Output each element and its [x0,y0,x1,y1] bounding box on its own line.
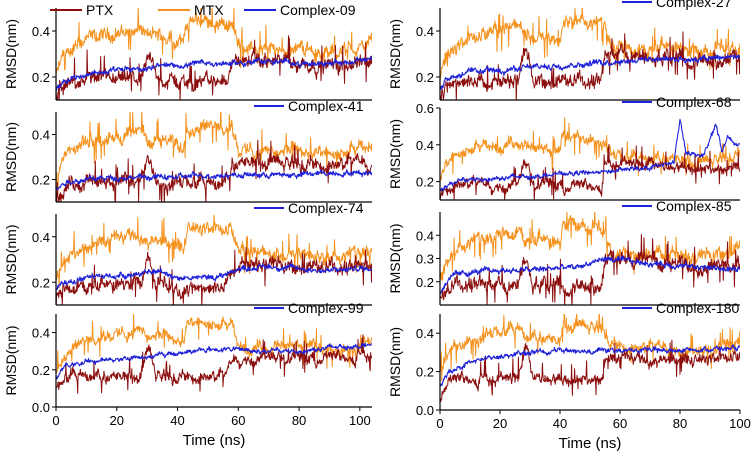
x-tick-label: 100 [349,413,371,428]
y-axis-title: RMSD(nm) [387,327,403,397]
y-tick-label: 0.0 [32,400,50,415]
legend-label-ptx: PTX [86,2,114,18]
y-tick-label: 0.4 [32,230,50,245]
panel-complex-85: 0.2 0.3 0.4 RMSD(nm) Complex-85 [387,198,740,306]
series-line-complex-41 [56,169,372,191]
series-line-complex-99 [56,342,372,380]
y-tick-label: 0.2 [416,365,434,380]
y-tick-label: 0.4 [416,326,434,341]
x-tick-label: 20 [110,413,124,428]
legend-label-complex: Complex-41 [288,98,364,114]
y-tick-label: 0.4 [32,24,50,39]
x-tick-label: 80 [673,416,687,431]
series-line-complex-180 [440,344,740,387]
panels-layer: 0.20.4RMSD(nm)0.20.4RMSD(nm)Complex-410.… [3,0,751,452]
series-line-ptx [440,233,740,305]
series-line-complex-68 [440,118,740,191]
panel-complex-41: 0.2 0.4 RMSD(nm) Complex-41 [3,98,372,203]
top-legend: PTX MTX Complex-09 [50,2,356,18]
y-tick-label: 0.3 [416,252,434,267]
y-tick-label: 0.4 [416,228,434,243]
series-line-mtx [56,112,372,197]
x-axis-title: Time (ns) [183,432,246,449]
series-line-ptx [440,143,740,200]
y-tick-label: 0.0 [416,403,434,418]
panel-complex-74: 0.2 0.4 RMSD(nm) Complex-74 [3,200,372,306]
y-tick-label: 0.4 [32,326,50,341]
x-tick-label: 60 [231,413,245,428]
legend-label-complex: Complex-180 [656,300,739,316]
panel-complex-27: 0.2 0.4 RMSD(nm) Complex-27 [387,0,740,101]
y-tick-label: 0.4 [416,24,434,39]
y-tick-label: 0.2 [32,275,50,290]
y-axis-title: RMSD(nm) [3,122,19,192]
series-line-ptx [56,247,372,305]
series-line-complex-09 [56,55,372,92]
x-tick-label: 20 [493,416,507,431]
series-line-complex-27 [440,54,740,91]
y-axis-title: RMSD(nm) [3,19,19,89]
panel-complex-68: 0.2 0.4 0.6 RMSD(nm) Complex-68 [387,94,740,201]
legend-label-complex: Complex-74 [288,200,364,216]
series-line-mtx [440,117,740,181]
series-group [440,117,740,200]
y-axis-title: RMSD(nm) [3,326,19,396]
legend-label-complex-09: Complex-09 [280,2,356,18]
y-axis-title: RMSD(nm) [387,19,403,89]
x-tick-label: 0 [436,416,443,431]
series-group [56,314,372,394]
series-group [56,112,372,202]
panel-complex-99: 0.0 0.2 0.4 0 20 40 60 80 100 Time (ns) RMSD(nm) Co… [3,300,372,449]
x-tick-label: 100 [729,416,751,431]
series-line-mtx [56,214,372,289]
legend-label-complex: Complex-27 [656,0,732,10]
x-tick-label: 80 [292,413,306,428]
series-group [440,314,740,402]
series-line-complex-74 [56,263,372,292]
y-tick-label: 0.2 [416,175,434,190]
y-tick-label: 0.6 [416,101,434,116]
series-line-mtx [440,314,740,381]
series-group [56,214,372,305]
legend-label-complex: Complex-99 [288,300,364,316]
series-group [440,8,740,100]
y-axis-title: RMSD(nm) [387,119,403,189]
x-tick-label: 40 [170,413,184,428]
y-tick-label: 0.2 [32,70,50,85]
y-axis-title: RMSD(nm) [3,225,19,295]
legend-label-complex: Complex-85 [656,198,732,214]
y-tick-label: 0.2 [32,173,50,188]
panel-complex-180: 0.0 0.2 0.4 0 20 40 60 80 100 Time (ns) RMSD(nm) Co… [387,300,751,452]
series-line-complex-85 [440,255,740,295]
x-tick-label: 0 [52,413,59,428]
series-line-mtx [440,8,740,80]
series-line-mtx [56,8,372,78]
y-axis-title: RMSD(nm) [387,224,403,294]
y-tick-label: 0.2 [416,275,434,290]
y-tick-label: 0.2 [416,70,434,85]
series-line-ptx [440,31,740,100]
x-tick-label: 60 [613,416,627,431]
x-tick-label: 40 [553,416,567,431]
series-line-mtx [440,212,740,282]
series-line-ptx [440,339,740,402]
y-tick-label: 0.2 [32,363,50,378]
series-line-mtx [56,314,372,373]
series-group [56,8,372,100]
series-group [440,212,740,305]
panel-complex-09: 0.2 0.4 RMSD(nm) [3,8,372,101]
y-tick-label: 0.4 [32,128,50,143]
legend-label-mtx: MTX [194,2,224,18]
y-tick-label: 0.4 [416,138,434,153]
series-line-ptx [56,334,372,394]
legend-label-complex: Complex-68 [656,94,732,110]
x-axis-title: Time (ns) [559,435,622,452]
